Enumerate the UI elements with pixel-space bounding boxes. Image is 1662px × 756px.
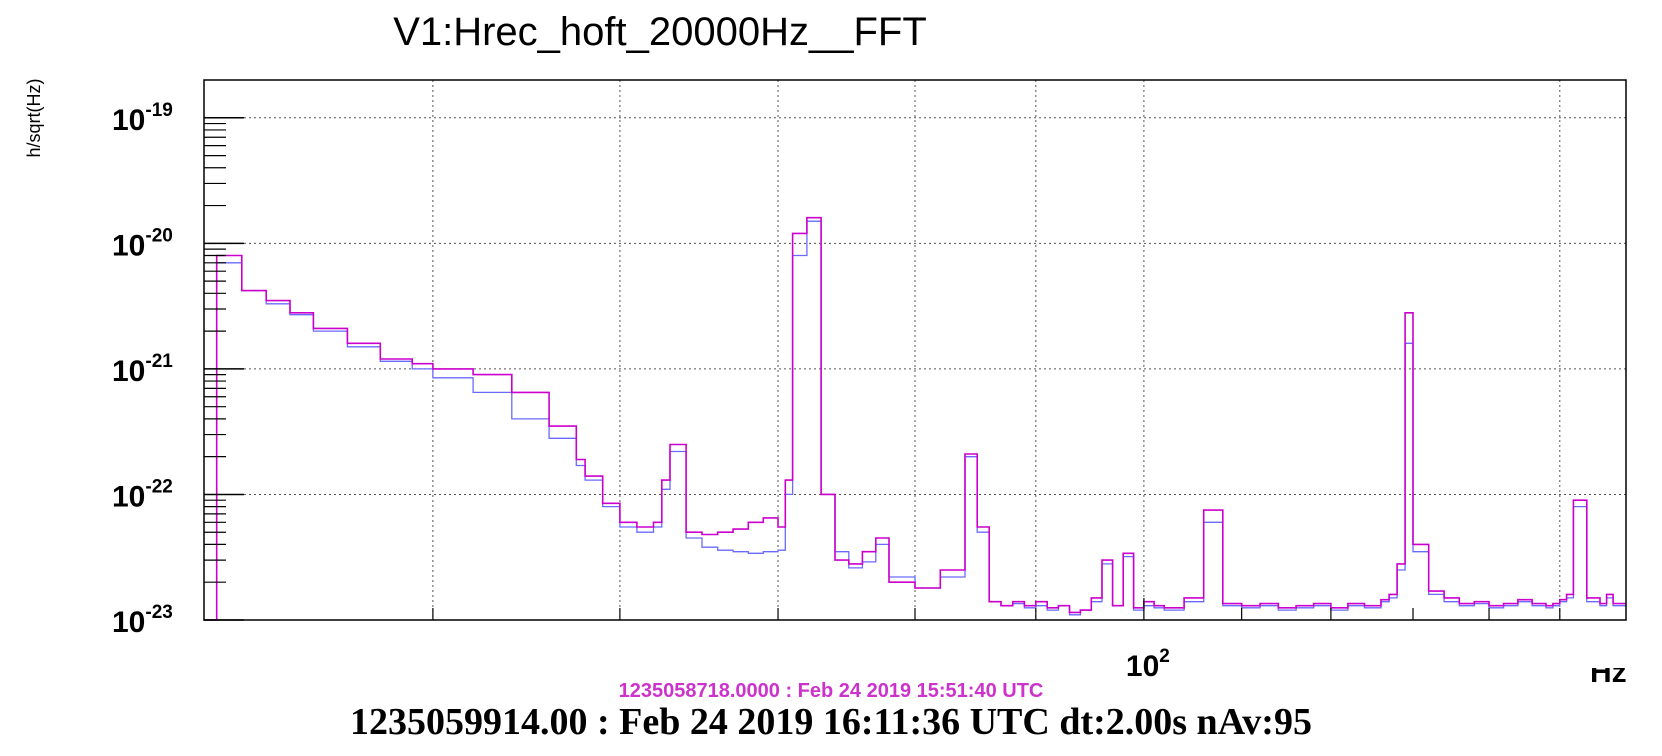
y-axis-label: h/sqrt(Hz) xyxy=(24,78,44,157)
y-tick-label: 10-22 xyxy=(112,476,173,513)
x-tick-label: 102 xyxy=(1126,646,1170,683)
chart-title: V1:Hrec_hoft_20000Hz__FFT xyxy=(393,10,927,54)
x-axis-label: Hz xyxy=(1590,656,1627,689)
y-axis-ticks: 10-19 10-20 10-21 10-22 10-23 xyxy=(112,100,244,639)
x-axis-ticks: 102 xyxy=(432,598,1561,683)
y-tick-label: 10-23 xyxy=(112,602,173,639)
y-tick-label: 10-20 xyxy=(112,225,173,262)
y-tick-label: 10-21 xyxy=(112,351,173,388)
series-line-2 xyxy=(204,216,1626,621)
main-timestamp: 1235059914.00 : Feb 24 2019 16:11:36 UTC… xyxy=(350,701,1312,743)
series-layer xyxy=(204,216,1626,621)
y-tick-label: 10-19 xyxy=(112,100,173,137)
grid-lines xyxy=(204,80,1626,620)
series-line-1 xyxy=(204,220,1626,621)
reference-timestamp: 1235058718.0000 : Feb 24 2019 15:51:40 U… xyxy=(618,680,1044,702)
